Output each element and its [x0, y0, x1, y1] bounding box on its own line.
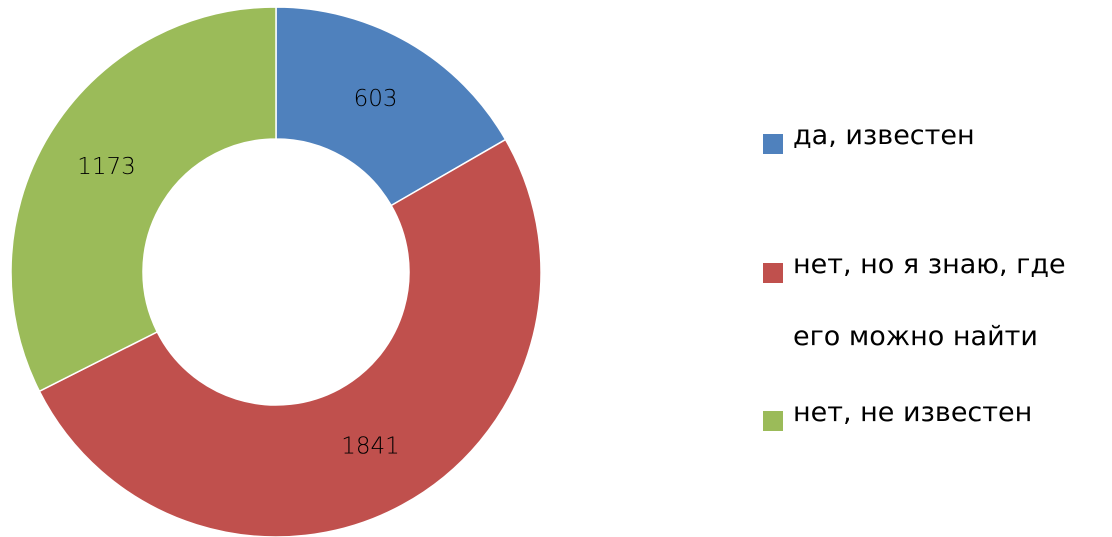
- legend-label: нет, не известен: [793, 397, 1033, 428]
- legend-swatch: [763, 411, 783, 431]
- legend-label: нет, но я знаю, где его можно найти: [793, 249, 1066, 352]
- donut-segment: [275, 6, 507, 207]
- donut-segment: [38, 138, 542, 537]
- legend-entry: нет, не известен: [763, 397, 1103, 449]
- legend-swatch: [763, 134, 783, 154]
- data-label: 1841: [341, 434, 400, 460]
- data-label: 1173: [77, 154, 136, 180]
- donut-segment: [10, 6, 277, 393]
- legend-swatch: [763, 263, 783, 283]
- legend-label: да, известен: [793, 120, 975, 151]
- data-label: 603: [354, 86, 398, 112]
- legend-entry: да, известен: [763, 120, 1103, 172]
- legend-entry: нет, но я знаю, где его можно найти: [763, 249, 1103, 373]
